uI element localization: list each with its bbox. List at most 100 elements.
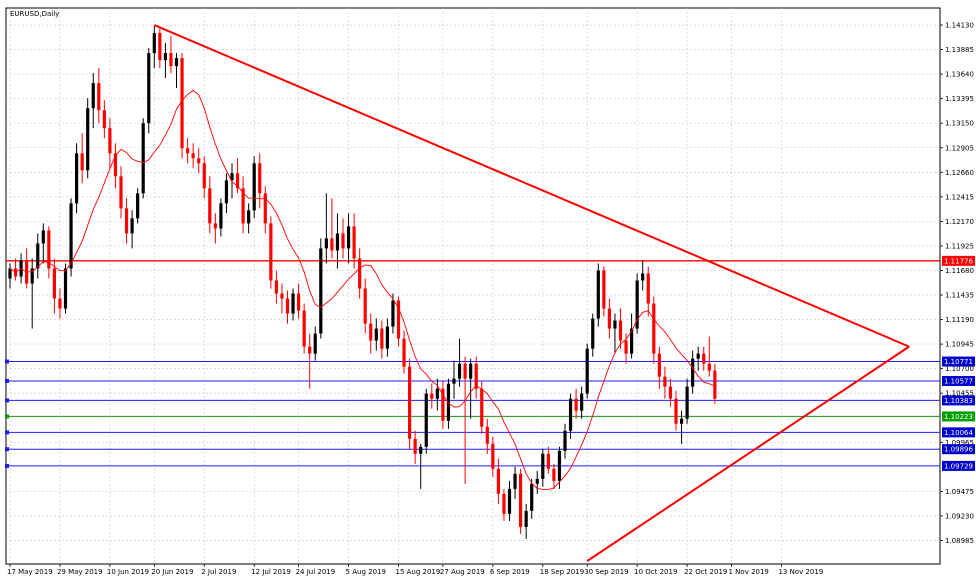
candle	[30, 258, 34, 329]
candle-body	[380, 328, 384, 349]
x-tick-label: 15 Aug 2019	[396, 568, 441, 576]
candle	[707, 336, 711, 377]
candle	[124, 198, 129, 244]
candle-body	[235, 173, 240, 189]
candle-body	[47, 230, 51, 269]
level-line-anchor	[5, 447, 9, 452]
candle	[52, 258, 56, 314]
candle	[591, 313, 595, 357]
candle	[580, 386, 584, 419]
candle	[75, 143, 79, 214]
y-tick-label: 1.13395	[945, 95, 974, 103]
candle	[47, 226, 51, 279]
candle	[180, 53, 184, 159]
candle-body	[713, 370, 717, 399]
candle-body	[63, 268, 68, 309]
candle-body	[291, 293, 295, 314]
level-price-label: 1.10064	[944, 429, 973, 437]
candle-body	[530, 483, 534, 511]
candle	[136, 188, 140, 224]
candle	[130, 210, 134, 249]
y-tick-label: 1.12170	[945, 218, 974, 226]
candle	[685, 378, 689, 424]
candle	[674, 390, 678, 431]
candle-body	[624, 340, 628, 354]
candle-body	[630, 328, 634, 354]
candle-body	[352, 226, 356, 259]
candle	[630, 313, 634, 359]
candle-body	[258, 163, 262, 194]
level-line-anchor	[5, 378, 9, 383]
y-tick-label: 1.11925	[945, 242, 974, 250]
level-line-anchor	[5, 414, 9, 419]
level-price-label: 1.10771	[944, 358, 973, 366]
candle-body	[441, 388, 445, 421]
y-tick-label: 1.09230	[945, 512, 974, 520]
candle-body	[496, 468, 500, 494]
candle-body	[641, 273, 645, 281]
candle	[380, 320, 384, 359]
candle-body	[8, 268, 12, 279]
moving-average-layer	[9, 90, 716, 490]
candle-body	[457, 363, 462, 379]
candle-body	[618, 320, 623, 341]
candle	[513, 466, 517, 499]
x-tick-label: 6 Sep 2019	[490, 568, 530, 576]
plot-frame	[5, 7, 941, 565]
candle	[391, 293, 395, 334]
candle	[441, 380, 445, 429]
candle-body	[424, 393, 428, 447]
candle	[335, 213, 340, 269]
candle-body	[280, 293, 284, 299]
candle-body	[463, 363, 467, 379]
candle-body	[580, 393, 584, 411]
candle-body	[541, 453, 545, 479]
x-tick-label: 18 Sep 2019	[540, 568, 584, 576]
candle	[319, 238, 323, 339]
candle-body	[302, 310, 306, 347]
moving-average-line	[9, 90, 716, 490]
candle-body	[297, 293, 301, 311]
candle-body	[319, 248, 323, 334]
x-tick-label: 24 Jul 2019	[296, 568, 336, 576]
candle	[346, 213, 351, 264]
candle-body	[180, 58, 184, 149]
candle	[596, 263, 600, 327]
candle-body	[469, 363, 473, 379]
candle-body	[685, 386, 689, 419]
candle-body	[446, 383, 451, 421]
candle-body	[574, 398, 578, 411]
candle	[363, 278, 367, 334]
candle-body	[219, 203, 223, 229]
candle-body	[502, 493, 506, 514]
candle-body	[430, 393, 434, 399]
candle	[86, 98, 90, 179]
candle	[241, 176, 245, 234]
candle-body	[474, 363, 478, 389]
candle	[80, 133, 84, 184]
y-tick-label: 1.10945	[945, 341, 974, 349]
candle-body	[613, 320, 617, 329]
candle-body	[224, 180, 229, 204]
candle	[213, 213, 217, 244]
candle-body	[591, 318, 595, 349]
candle-body	[413, 438, 417, 454]
y-tick-label: 1.09475	[945, 488, 974, 496]
x-tick-label: 22 Oct 2019	[684, 568, 727, 576]
level-price-label-bg	[942, 356, 975, 367]
candle-body	[668, 386, 673, 399]
candle-body	[119, 176, 123, 209]
candle-body	[124, 208, 129, 234]
candle-body	[147, 53, 151, 124]
candle-body	[491, 443, 495, 469]
candle-body	[663, 376, 667, 387]
y-tick-label: 1.12415	[945, 193, 974, 201]
level-price-label: 1.10223	[944, 413, 973, 421]
candle	[663, 366, 667, 399]
candle	[702, 346, 706, 371]
candle	[330, 198, 334, 259]
candle	[63, 263, 68, 314]
